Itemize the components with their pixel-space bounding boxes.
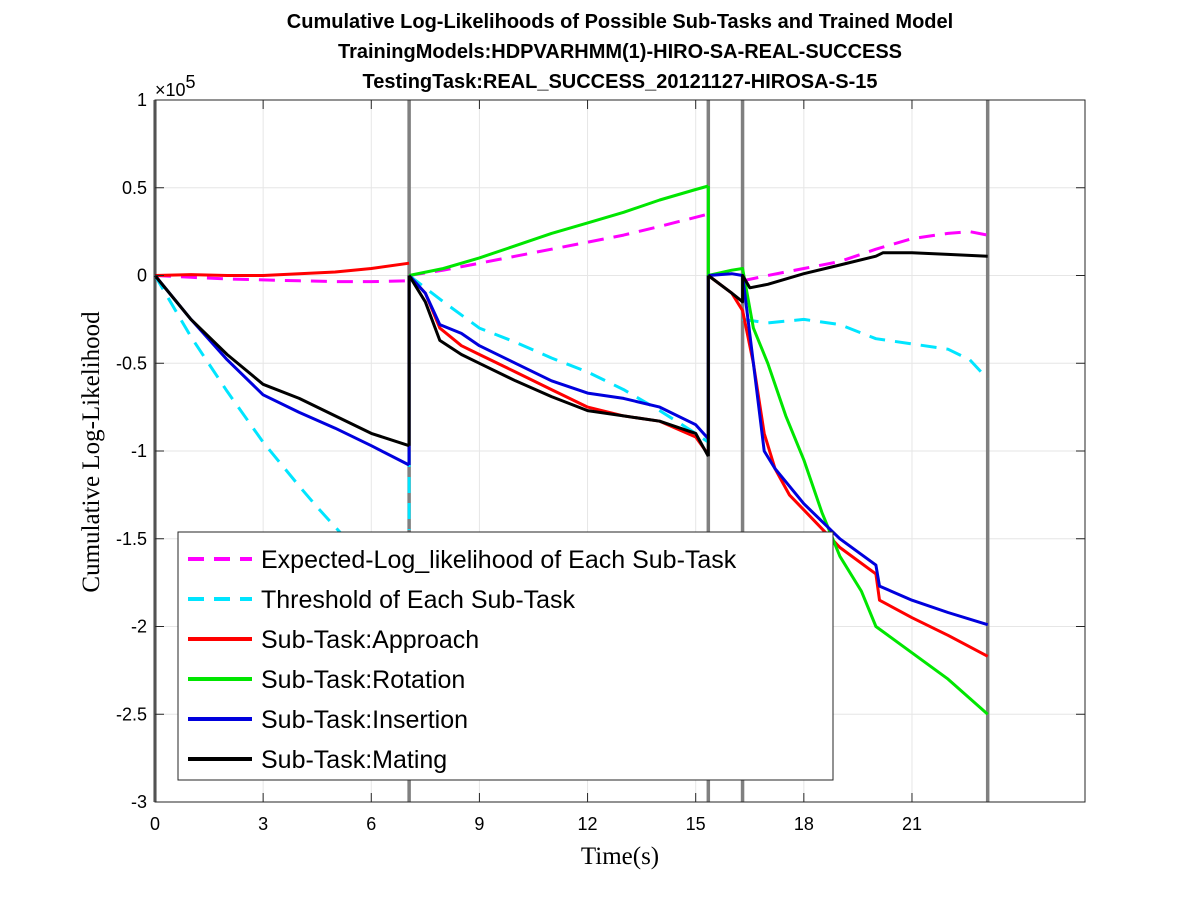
legend-entry-label: Expected-Log_likelihood of Each Sub-Task — [261, 546, 737, 574]
y-tick-label: 0 — [137, 266, 147, 286]
y-multiplier-exponent: 5 — [186, 72, 196, 92]
series-line — [153, 274, 410, 448]
chart-title-line-1: Cumulative Log-Likelihoods of Possible S… — [287, 11, 953, 33]
series-line — [408, 184, 709, 277]
series-line — [742, 230, 988, 283]
y-tick-label: -1 — [131, 441, 147, 461]
series-lines — [153, 184, 989, 716]
series-line — [408, 212, 709, 277]
series-line — [408, 274, 710, 444]
x-tick-label: 9 — [474, 814, 484, 834]
y-tick-label: -2.5 — [116, 704, 147, 724]
legend-entry-label: Threshold of Each Sub-Task — [261, 586, 576, 614]
y-multiplier-base: ×10 — [155, 80, 186, 100]
series-line — [707, 251, 988, 304]
x-tick-label: 12 — [578, 814, 598, 834]
x-axis-label: Time(s) — [581, 843, 659, 870]
y-axis-label: Cumulative Log-Likelihood — [78, 311, 105, 593]
series-line — [742, 317, 989, 381]
legend-box — [177, 531, 834, 781]
x-tick-label: 0 — [150, 814, 160, 834]
y-tick-label: -3 — [131, 792, 147, 812]
series-line — [154, 261, 410, 277]
y-tick-label: -2 — [131, 617, 147, 637]
y-tick-label: 1 — [137, 90, 147, 110]
series-line — [407, 274, 710, 440]
series-line — [707, 274, 989, 658]
chart-title-line-2: TrainingModels:HDPVARHMM(1)-HIRO-SA-REAL… — [338, 41, 902, 63]
series-line — [407, 274, 710, 458]
x-tick-label: 21 — [902, 814, 922, 834]
legend-entry-label: Sub-Task:Insertion — [261, 706, 468, 734]
legend-entry-label: Sub-Task:Mating — [261, 746, 447, 774]
legend: Expected-Log_likelihood of Each Sub-Task… — [177, 531, 834, 781]
legend-entry-label: Sub-Task:Rotation — [261, 666, 465, 694]
x-tick-label: 6 — [366, 814, 376, 834]
chart-title-line-3: TestingTask:REAL_SUCCESS_20121127-HIROSA… — [363, 71, 878, 93]
x-tick-label: 18 — [794, 814, 814, 834]
axis-ticks: 0 3 6 9 12 15 18 21 1 0.5 0 -0.5 -1 -1.5 -2 -2.5 -3 — [116, 90, 1085, 834]
y-tick-label: -0.5 — [116, 353, 147, 373]
y-multiplier: ×105 — [155, 72, 196, 100]
legend-entry-label: Sub-Task:Approach — [261, 626, 479, 654]
x-tick-label: 3 — [258, 814, 268, 834]
series-line — [154, 274, 410, 284]
x-tick-label: 15 — [686, 814, 706, 834]
y-tick-label: 0.5 — [122, 178, 147, 198]
y-tick-label: -1.5 — [116, 529, 147, 549]
